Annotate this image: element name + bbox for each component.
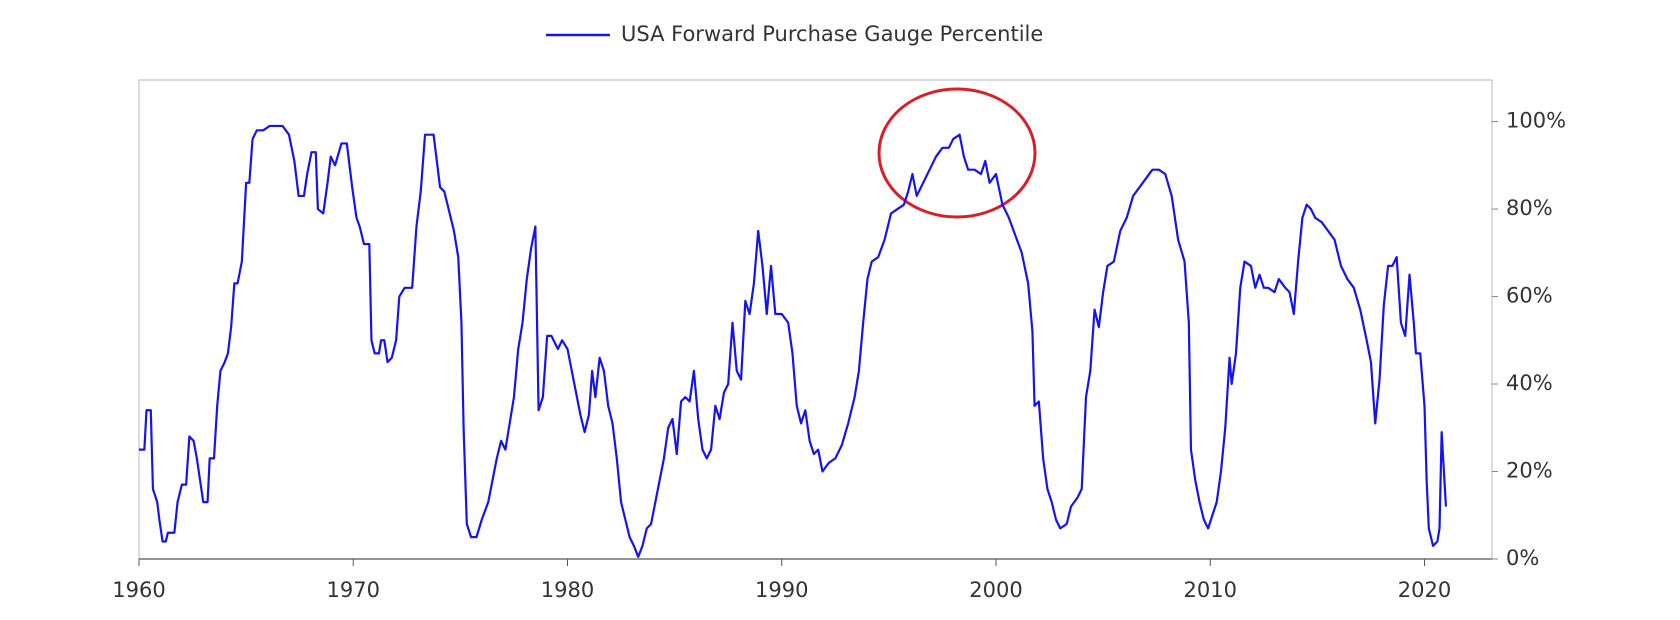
y-tick-label: 40%: [1506, 371, 1553, 395]
x-tick-label: 2020: [1398, 578, 1451, 602]
x-tick-label: 2010: [1184, 578, 1237, 602]
x-tick-label: 2000: [969, 578, 1022, 602]
plot-frame: [138, 79, 1493, 560]
x-tick-label: 1980: [541, 578, 594, 602]
x-tick-label: 1990: [755, 578, 808, 602]
y-tick-label: 80%: [1506, 196, 1553, 220]
series-line: [139, 124, 1448, 558]
x-tick-label: 1970: [327, 578, 380, 602]
y-tick-label: 0%: [1506, 546, 1539, 570]
highlight-circle: [877, 87, 1037, 219]
y-tick-label: 100%: [1506, 109, 1566, 133]
y-tick-label: 20%: [1506, 459, 1553, 483]
legend-label: USA Forward Purchase Gauge Percentile: [621, 22, 1043, 46]
x-tick-label: 1960: [112, 578, 165, 602]
y-tick-label: 60%: [1506, 284, 1553, 308]
